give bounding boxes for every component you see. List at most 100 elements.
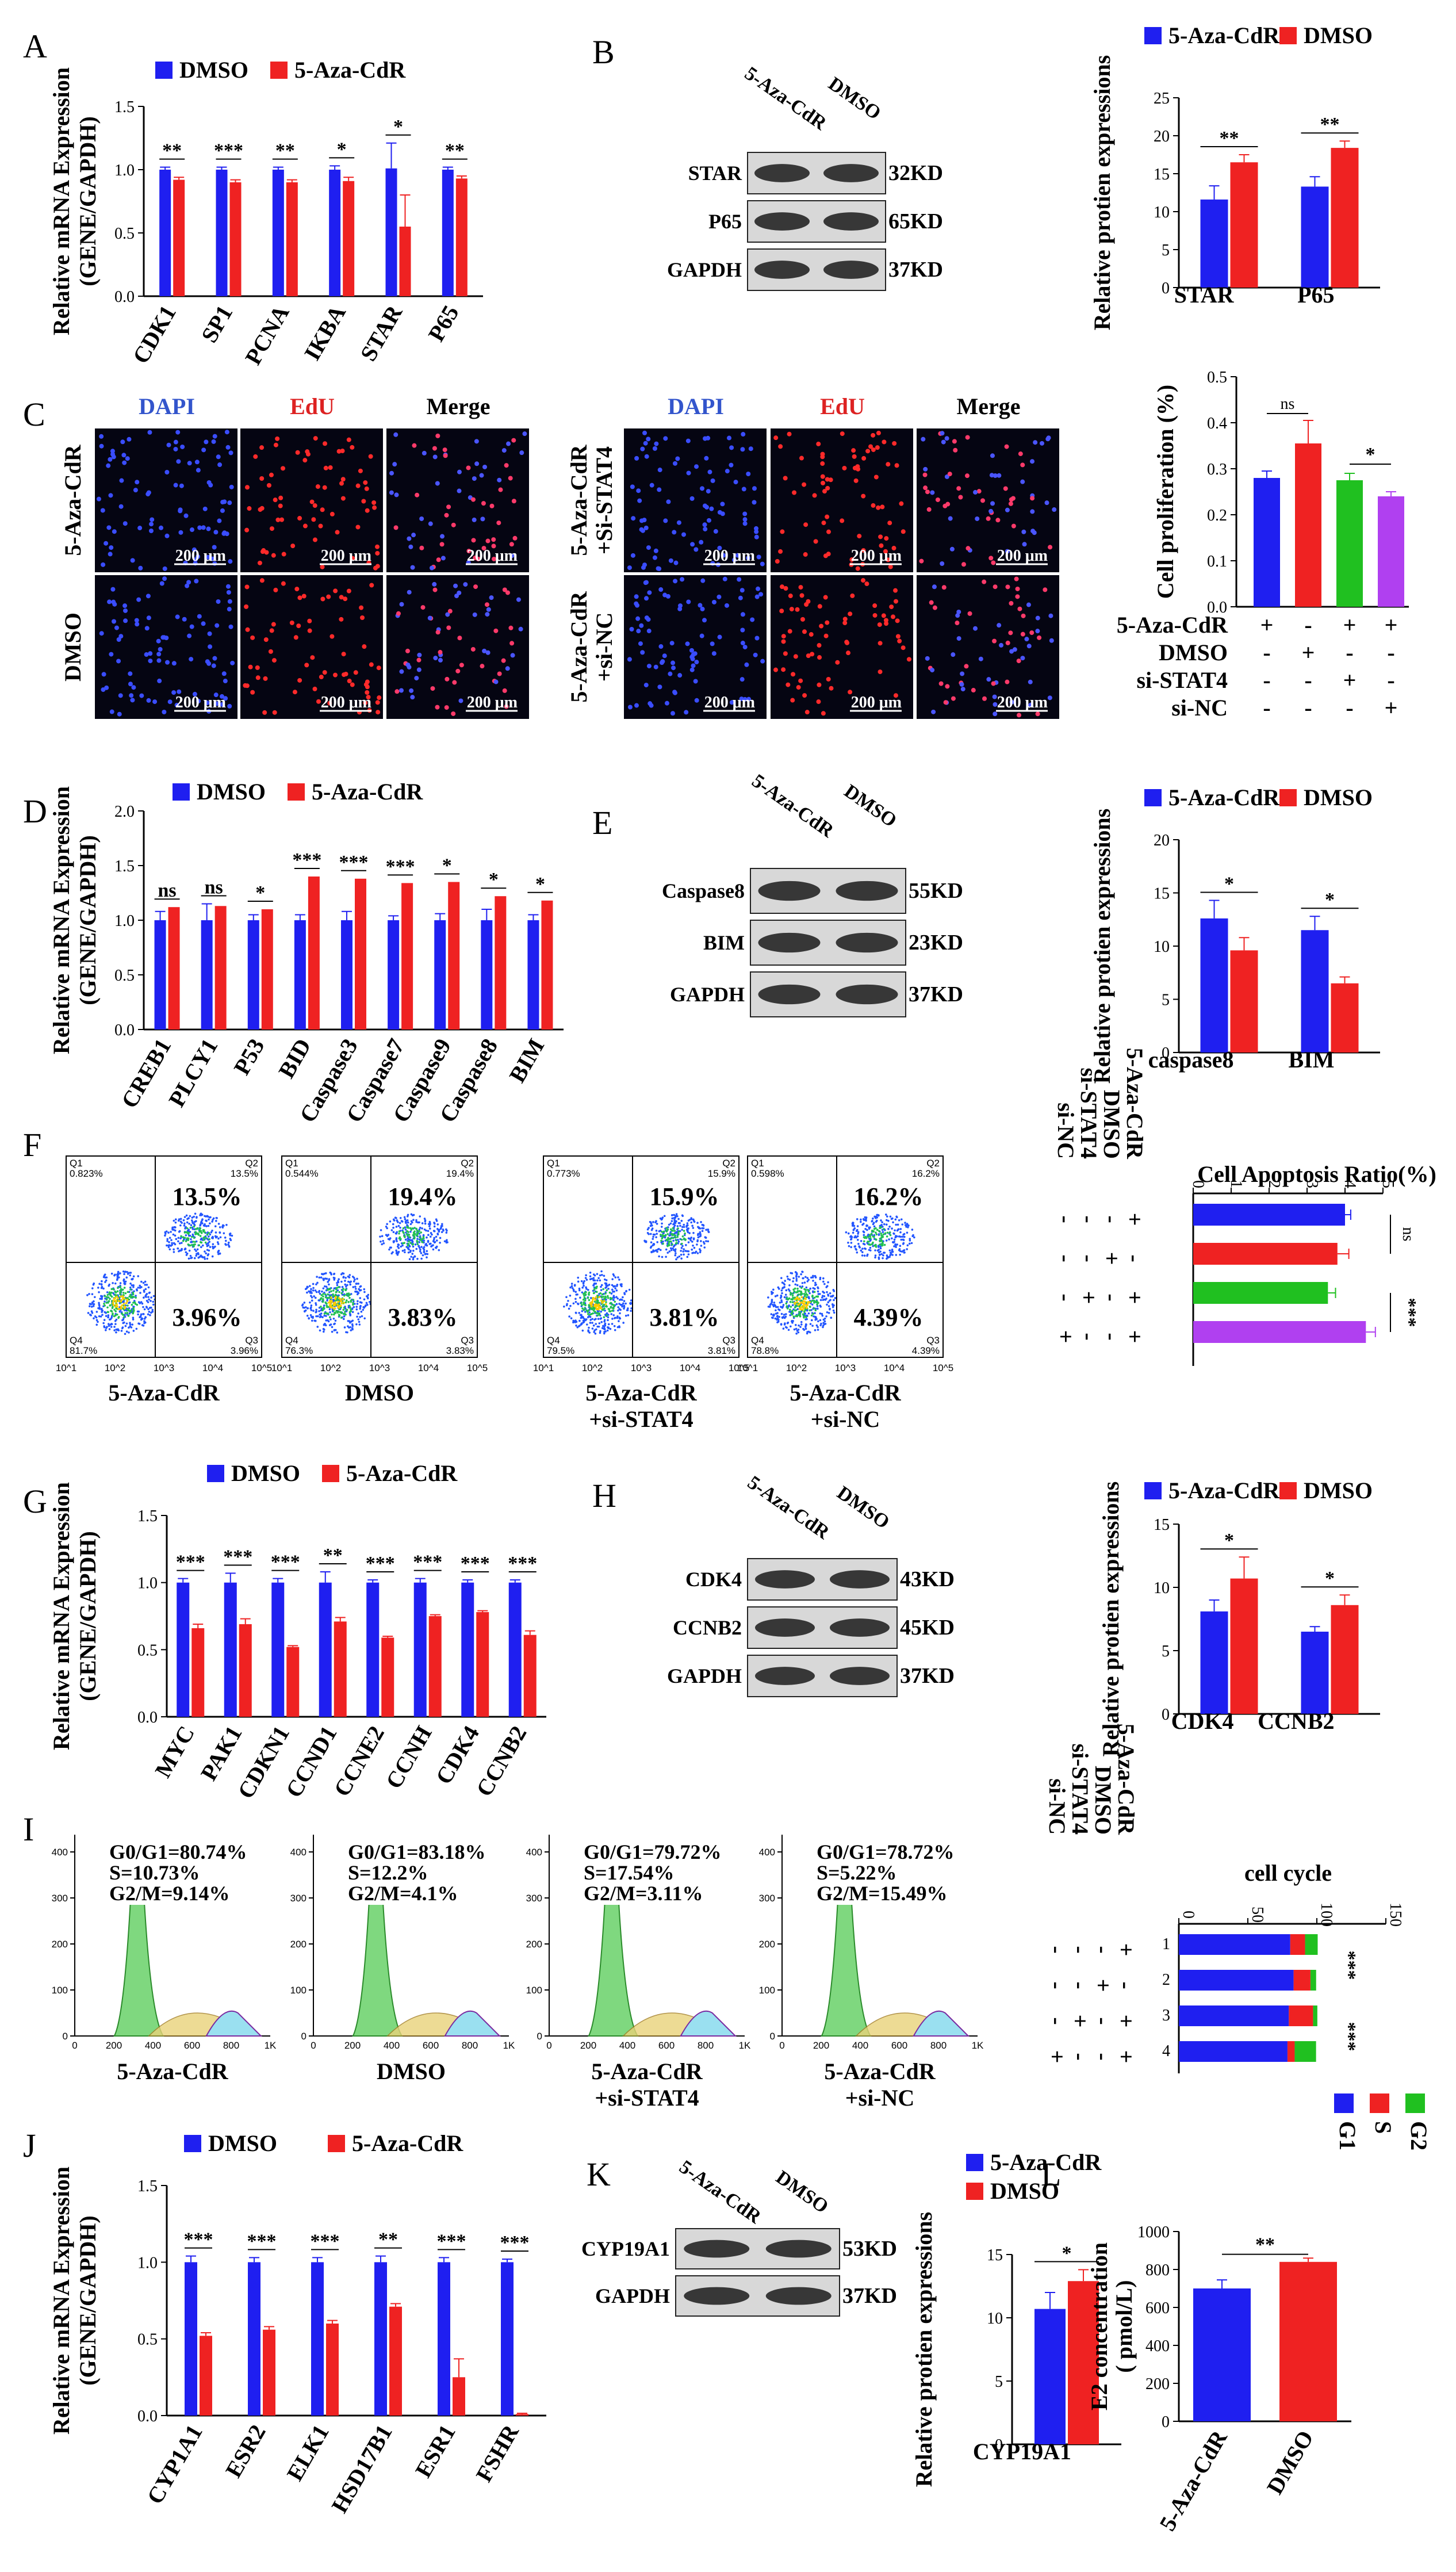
flow-event <box>113 1308 116 1311</box>
flow-event <box>407 1221 409 1224</box>
flow-event <box>804 1312 807 1315</box>
flow-event <box>202 1239 205 1241</box>
flow-event <box>650 1245 653 1248</box>
y-tick-label-H: 15 <box>1154 1516 1170 1534</box>
edu-cell-left <box>307 628 312 633</box>
edu-cell-left <box>329 511 335 516</box>
condition-mark-C: - <box>1263 695 1270 721</box>
flow-event <box>214 1231 217 1234</box>
flow-event <box>349 1283 352 1286</box>
edu-cell-left <box>111 454 116 460</box>
flow-event <box>400 1245 403 1248</box>
flow-event <box>699 1248 701 1250</box>
flow-event <box>105 1315 108 1317</box>
flow-event <box>902 1242 905 1245</box>
flow-event <box>110 1326 113 1328</box>
flow-event <box>173 1219 175 1222</box>
flow-event <box>611 1310 614 1312</box>
edu-cell-left <box>408 544 413 549</box>
edu-cell-left <box>355 525 361 530</box>
flow-event <box>119 1272 121 1274</box>
flow-event <box>781 1281 784 1284</box>
edu-cell-left <box>212 656 217 661</box>
edu-cell-right <box>822 489 827 494</box>
flow-event <box>431 1245 433 1247</box>
flow-event <box>225 1223 228 1226</box>
flow-event <box>107 1323 110 1325</box>
y-tick-label-I: 4 <box>1162 2042 1170 2060</box>
flow-event <box>174 1221 177 1224</box>
hist-g2-peak <box>444 2010 501 2037</box>
lane-label-K: 5-Aza-CdR <box>675 2156 765 2228</box>
condition-mark-I: - <box>1090 2017 1116 2024</box>
flow-event <box>102 1287 105 1290</box>
flow-event <box>898 1219 901 1222</box>
flow-event <box>699 1227 702 1230</box>
y-tick-label-J: 0.0 <box>137 2408 158 2425</box>
flow-event <box>801 1302 804 1304</box>
flow-event <box>577 1303 580 1306</box>
y-tick-label-D: 1.0 <box>114 912 135 930</box>
flow-event <box>342 1312 345 1315</box>
flow-event <box>693 1220 696 1223</box>
flow-event <box>853 1224 856 1227</box>
flow-event <box>381 1235 384 1238</box>
flow-event <box>779 1302 781 1304</box>
flow-event <box>584 1297 586 1300</box>
edu-cell-right <box>662 653 667 659</box>
chart-title-F: Cell Apoptosis Ratio(%) <box>1197 1161 1436 1187</box>
flow-q-value: 4.39% <box>912 1345 940 1356</box>
flow-event <box>180 1235 182 1238</box>
flow-event <box>352 1280 355 1283</box>
flow-event <box>112 1300 115 1302</box>
blot-band-H <box>830 1570 890 1589</box>
edu-cell-right <box>931 709 936 714</box>
flow-event <box>891 1254 894 1256</box>
flow-event <box>137 1313 139 1316</box>
flow-event <box>98 1307 101 1310</box>
edu-cell-right <box>964 473 970 479</box>
edu-cell-right <box>778 549 783 554</box>
flow-event <box>101 1307 103 1310</box>
edu-cell-right <box>982 696 987 701</box>
flow-event <box>192 1241 194 1243</box>
edu-image-right <box>771 575 913 719</box>
y-tick-label-G: 0.5 <box>137 1641 158 1659</box>
edu-cell-right <box>1017 606 1022 611</box>
edu-cell-right <box>1048 613 1053 618</box>
edu-cell-right <box>717 634 722 640</box>
flow-q-value: 3.81% <box>708 1345 735 1356</box>
edu-cell-left <box>122 603 128 608</box>
edu-cell-left <box>509 641 515 646</box>
flow-event <box>388 1248 390 1251</box>
flow-event <box>591 1318 593 1321</box>
edu-cell-left <box>341 652 346 657</box>
flow-event <box>194 1241 197 1243</box>
edu-cell-left <box>432 454 438 460</box>
flow-event <box>855 1230 858 1233</box>
bar-L-DMSO <box>1279 2261 1337 2421</box>
x-tick-label-D: BID <box>273 1034 316 1082</box>
flow-event <box>348 1274 351 1276</box>
edu-cell-left <box>101 672 106 677</box>
flow-event <box>347 1295 350 1298</box>
flow-x-tick: 10^4 <box>680 1362 700 1373</box>
flow-event <box>891 1237 893 1239</box>
edu-cell-right <box>1021 613 1026 618</box>
flow-event <box>344 1301 347 1304</box>
flow-event <box>89 1314 91 1316</box>
edu-cell-right <box>949 546 955 552</box>
flow-event <box>151 1308 154 1311</box>
flow-event <box>346 1284 348 1287</box>
flow-event <box>322 1295 324 1298</box>
flow-event <box>566 1303 568 1306</box>
condition-label-C: DMSO <box>1159 640 1228 665</box>
flow-event <box>616 1297 619 1300</box>
flow-event <box>139 1292 141 1294</box>
flow-event <box>618 1303 620 1305</box>
flow-event <box>101 1311 103 1313</box>
edu-cell-right <box>653 664 658 669</box>
flow-event <box>113 1326 116 1328</box>
flow-event <box>905 1226 907 1228</box>
flow-event <box>789 1300 792 1303</box>
